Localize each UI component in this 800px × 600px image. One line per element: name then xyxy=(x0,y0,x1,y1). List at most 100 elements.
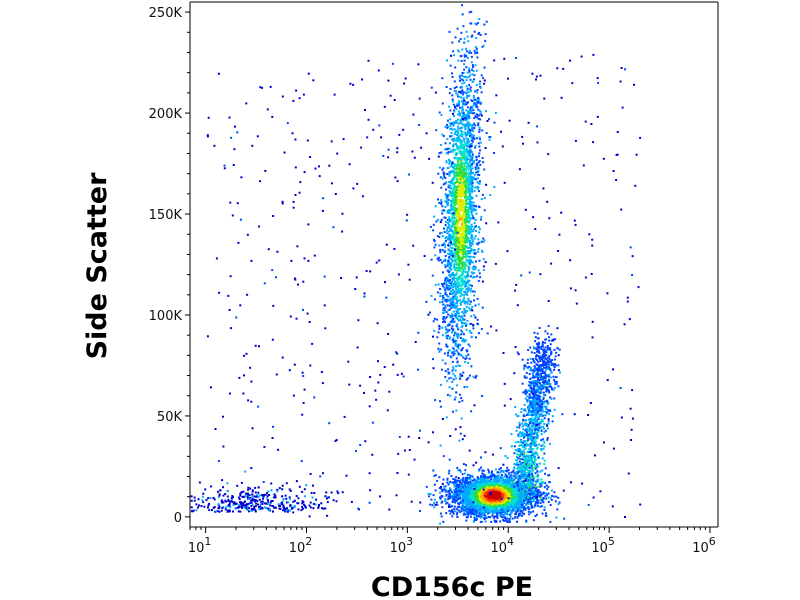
data-point xyxy=(454,192,457,195)
data-point xyxy=(449,497,452,500)
data-point xyxy=(448,122,451,125)
data-point xyxy=(534,472,537,475)
data-point xyxy=(510,477,513,480)
data-point xyxy=(448,92,451,95)
data-point xyxy=(469,86,472,89)
data-point xyxy=(456,229,459,232)
data-point xyxy=(461,318,464,321)
data-point xyxy=(464,194,467,197)
data-point xyxy=(515,511,518,514)
data-point xyxy=(464,221,467,224)
data-point xyxy=(504,498,507,501)
data-point xyxy=(465,323,468,326)
data-point xyxy=(512,469,515,472)
data-point xyxy=(457,240,460,243)
data-point xyxy=(439,512,442,515)
data-point xyxy=(455,365,458,368)
data-point xyxy=(449,203,452,206)
data-point xyxy=(448,217,451,220)
data-point xyxy=(456,266,459,269)
data-point xyxy=(441,102,444,105)
data-point xyxy=(453,174,456,177)
data-point xyxy=(463,281,466,284)
data-point xyxy=(456,215,459,218)
data-point xyxy=(470,487,473,490)
data-point xyxy=(457,248,460,251)
data-point xyxy=(507,487,510,490)
data-point xyxy=(453,239,456,242)
data-point xyxy=(451,231,454,234)
data-point xyxy=(468,196,471,199)
data-point xyxy=(452,247,455,250)
data-point xyxy=(461,315,463,318)
data-point xyxy=(458,199,461,202)
data-point xyxy=(465,109,468,112)
data-point xyxy=(468,51,471,54)
data-point xyxy=(447,289,450,292)
data-point xyxy=(458,40,461,43)
data-point xyxy=(457,163,460,166)
data-point xyxy=(500,469,503,472)
data-point xyxy=(525,484,528,487)
data-point xyxy=(453,148,456,151)
data-point xyxy=(473,481,476,484)
data-point xyxy=(461,71,464,74)
data-point xyxy=(440,515,443,518)
data-point xyxy=(467,112,470,115)
data-point xyxy=(455,181,458,183)
data-point xyxy=(471,205,473,208)
data-point xyxy=(473,122,476,125)
data-point xyxy=(471,105,474,108)
data-point xyxy=(514,516,516,519)
data-point xyxy=(464,103,467,106)
data-point xyxy=(499,514,502,517)
data-point xyxy=(478,231,481,234)
data-point xyxy=(457,260,460,263)
data-point xyxy=(453,304,456,307)
data-point xyxy=(470,486,473,489)
data-point xyxy=(474,22,477,25)
data-point xyxy=(458,230,461,233)
data-point xyxy=(419,509,421,512)
data-point xyxy=(460,238,463,241)
data-point xyxy=(459,207,462,210)
data-point xyxy=(461,154,464,157)
data-point xyxy=(448,386,451,389)
data-point xyxy=(457,207,460,210)
data-point xyxy=(460,174,463,177)
data-point xyxy=(519,514,522,516)
data-point xyxy=(467,152,470,155)
data-point xyxy=(451,188,454,191)
data-point xyxy=(444,370,447,373)
data-point xyxy=(465,228,468,231)
data-point xyxy=(451,179,454,182)
data-point xyxy=(454,228,457,231)
data-point xyxy=(463,141,466,144)
data-point xyxy=(457,258,460,261)
data-point xyxy=(478,272,481,275)
data-point xyxy=(461,183,464,186)
data-point xyxy=(452,140,455,142)
data-point xyxy=(446,219,449,221)
data-point xyxy=(472,136,475,139)
data-point xyxy=(475,508,478,511)
data-point xyxy=(453,137,456,140)
data-point xyxy=(467,101,469,104)
data-point xyxy=(445,315,448,318)
data-point xyxy=(447,259,450,262)
data-point xyxy=(429,311,431,314)
data-point xyxy=(468,128,471,131)
data-point xyxy=(482,240,485,243)
data-point xyxy=(470,55,473,58)
data-point xyxy=(465,161,468,164)
data-point xyxy=(461,205,464,208)
data-point xyxy=(443,320,446,323)
data-point xyxy=(508,476,511,479)
data-point xyxy=(441,359,444,362)
data-point xyxy=(454,331,457,334)
data-point xyxy=(464,206,467,209)
data-point xyxy=(455,235,458,238)
data-point xyxy=(442,209,445,211)
data-point xyxy=(456,269,459,272)
data-point xyxy=(452,162,455,165)
